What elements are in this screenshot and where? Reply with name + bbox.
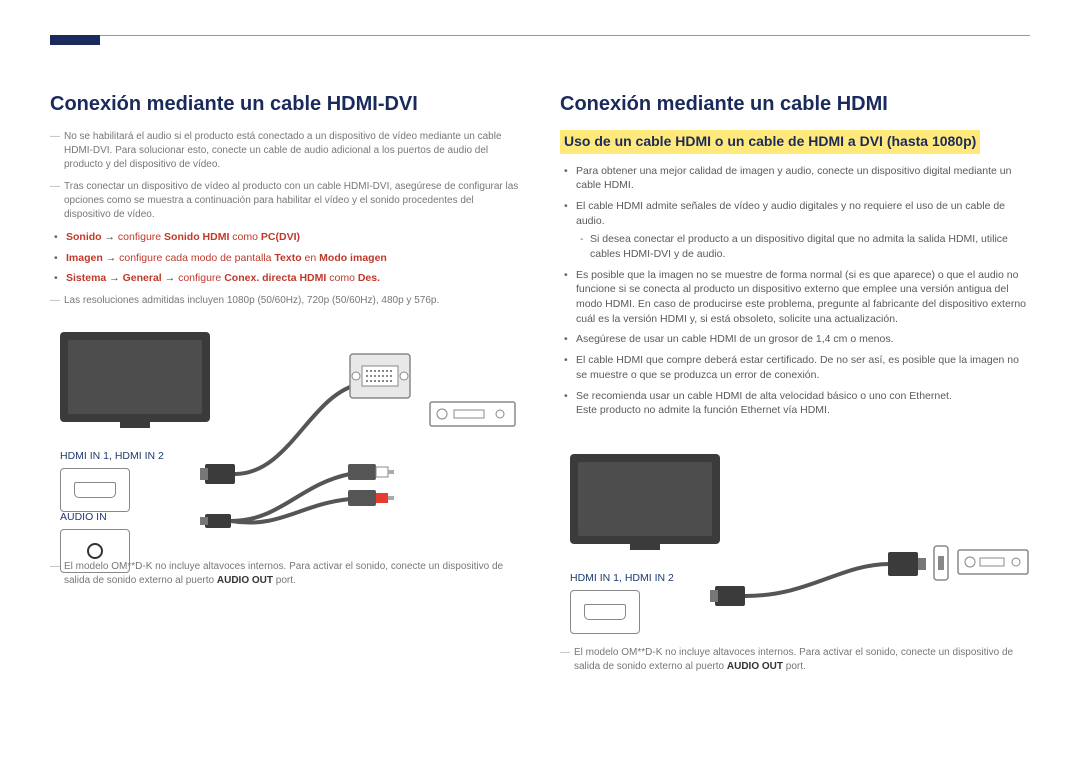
left-column: Conexión mediante un cable HDMI-DVI No s… [50, 90, 520, 682]
left-footnote: El modelo OM**D-K no incluye altavoces i… [50, 560, 520, 588]
cfg2-en: en [305, 252, 317, 264]
right-list: Para obtener una mejor calidad de imagen… [560, 164, 1030, 418]
left-foot-c: port. [276, 575, 296, 586]
cfg2-configure: configure cada modo de pantalla [119, 252, 271, 264]
config-list: Sonido → configure Sonido HDMI como PC(D… [50, 230, 520, 286]
cfg1-sonido-hdmi: Sonido HDMI [164, 231, 229, 243]
right-foot-c: port. [786, 661, 806, 672]
left-title: Conexión mediante un cable HDMI-DVI [50, 90, 520, 118]
cfg2-imagen: Imagen [66, 252, 103, 264]
cfg1-configure: configure [118, 231, 161, 243]
cfg1-como: como [232, 231, 258, 243]
cfg1-pcdvi: PC(DVI) [261, 231, 300, 243]
left-audio-label: AUDIO IN [60, 510, 130, 525]
r-b3: Es posible que la imagen no se muestre d… [576, 268, 1030, 327]
cfg3-como: como [329, 272, 355, 284]
cfg3-conf: configure [178, 272, 221, 284]
right-footnote: El modelo OM**D-K no incluye altavoces i… [560, 646, 1030, 674]
cfg1-sonido: Sonido [66, 231, 102, 243]
right-diagram: HDMI IN 1, HDMI IN 2 [560, 446, 1030, 616]
left-foot-b: AUDIO OUT [217, 575, 273, 586]
r-b2-text: El cable HDMI admite señales de vídeo y … [576, 200, 1005, 227]
cfg3-sistema: Sistema [66, 272, 106, 284]
hdmi-port-icon [60, 468, 130, 512]
r-b2-sub: Si desea conectar el producto a un dispo… [590, 232, 1030, 261]
cfg3-des: Des [358, 272, 377, 284]
left-hdmi-label: HDMI IN 1, HDMI IN 2 [60, 449, 164, 464]
hdmi-port-icon [570, 590, 640, 634]
right-title: Conexión mediante un cable HDMI [560, 90, 1030, 118]
content-columns: Conexión mediante un cable HDMI-DVI No s… [50, 90, 1030, 682]
right-subtitle: Uso de un cable HDMI o un cable de HDMI … [560, 130, 980, 154]
r-b6a: Se recomienda usar un cable HDMI de alta… [576, 390, 952, 402]
right-hdmi-label: HDMI IN 1, HDMI IN 2 [570, 571, 674, 586]
config-item-3: Sistema → General → configure Conex. dir… [66, 271, 520, 286]
cfg3-general: General [123, 272, 162, 284]
left-note-2: Tras conectar un dispositivo de vídeo al… [50, 180, 520, 222]
left-diagram: HDMI IN 1, HDMI IN 2 AUDIO IN [50, 324, 520, 544]
accent-mark [50, 35, 100, 45]
cfg3-conex: Conex. directa HDMI [224, 272, 326, 284]
r-b6: Se recomienda usar un cable HDMI de alta… [576, 389, 1030, 418]
top-divider [50, 35, 1030, 36]
right-foot-b: AUDIO OUT [727, 661, 783, 672]
right-column: Conexión mediante un cable HDMI Uso de u… [560, 90, 1030, 682]
left-note-1: No se habilitará el audio si el producto… [50, 130, 520, 172]
r-b1: Para obtener una mejor calidad de imagen… [576, 164, 1030, 193]
r-b2: El cable HDMI admite señales de vídeo y … [576, 199, 1030, 262]
config-item-2: Imagen → configure cada modo de pantalla… [66, 251, 520, 266]
r-b4: Asegúrese de usar un cable HDMI de un gr… [576, 332, 1030, 347]
r-b5: El cable HDMI que compre deberá estar ce… [576, 353, 1030, 382]
config-item-1: Sonido → configure Sonido HDMI como PC(D… [66, 230, 520, 245]
left-note-3: Las resoluciones admitidas incluyen 1080… [50, 294, 520, 308]
cfg2-modo: Modo imagen [319, 252, 387, 264]
cfg2-texto: Texto [274, 252, 301, 264]
r-b6b: Este producto no admite la función Ether… [576, 404, 830, 416]
